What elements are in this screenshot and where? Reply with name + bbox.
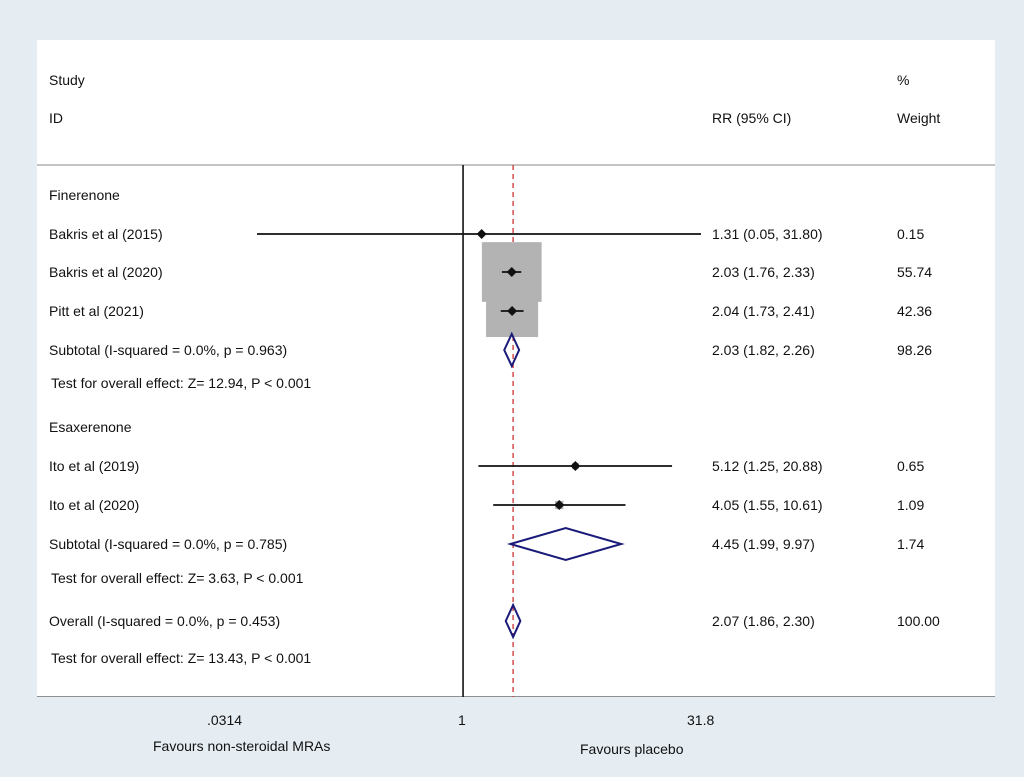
header-id: ID <box>49 110 63 126</box>
test-overall-effect-5: Test for overall effect: Z= 12.94, P < 0… <box>51 375 312 391</box>
test-overall-effect-12: Test for overall effect: Z= 13.43, P < 0… <box>51 650 312 666</box>
forest-plot-panel: Study ID RR (95% CI) % Weight .0314 Fine… <box>37 40 995 697</box>
weight-text-11: 100.00 <box>897 613 940 629</box>
weight-text-3: 42.36 <box>897 303 933 319</box>
x-tick-label-2: 31.8 <box>687 712 715 728</box>
pooled-diamond-11 <box>504 602 522 640</box>
weight-text-7: 0.65 <box>897 458 925 474</box>
weight-text-2: 55.74 <box>897 264 933 280</box>
study-label-3: Pitt et al (2021) <box>49 303 144 319</box>
ci-text-1: 1.31 (0.05, 31.80) <box>712 226 823 242</box>
point-estimate-8 <box>554 500 565 510</box>
x-tick-label-1: 1 <box>458 712 466 728</box>
header-percent: % <box>897 72 910 88</box>
point-estimate-2 <box>506 267 517 277</box>
test-overall-effect-10: Test for overall effect: Z= 3.63, P < 0.… <box>51 570 304 586</box>
study-label-9: Subtotal (I-squared = 0.0%, p = 0.785) <box>49 536 288 552</box>
study-label-8: Ito et al (2020) <box>49 497 140 513</box>
header-rr-ci: RR (95% CI) <box>712 110 792 126</box>
pooled-diamond-4 <box>503 331 521 369</box>
point-estimate-3 <box>507 306 518 316</box>
ci-text-7: 5.12 (1.25, 20.88) <box>712 458 823 474</box>
x-label-left: Favours non-steroidal MRAs <box>153 738 331 754</box>
ci-text-8: 4.05 (1.55, 10.61) <box>712 497 823 513</box>
header-weight: Weight <box>897 110 941 126</box>
ci-text-4: 2.03 (1.82, 2.26) <box>712 342 815 358</box>
header-study: Study <box>49 72 85 88</box>
ci-text-11: 2.07 (1.86, 2.30) <box>712 613 815 629</box>
ci-text-2: 2.03 (1.76, 2.33) <box>712 264 815 280</box>
x-label-right: Favours placebo <box>580 741 684 757</box>
study-label-7: Ito et al (2019) <box>49 458 140 474</box>
forest-plot-svg <box>37 164 995 697</box>
weight-text-8: 1.09 <box>897 497 925 513</box>
study-label-11: Overall (I-squared = 0.0%, p = 0.453) <box>49 613 281 629</box>
weight-text-9: 1.74 <box>897 536 925 552</box>
weight-text-1: 0.15 <box>897 226 925 242</box>
study-label-1: Bakris et al (2015) <box>49 226 163 242</box>
ci-text-9: 4.45 (1.99, 9.97) <box>712 536 815 552</box>
pooled-diamond-9 <box>506 526 625 562</box>
group-label-6: Esaxerenone <box>49 419 132 435</box>
weight-text-4: 98.26 <box>897 342 933 358</box>
study-label-4: Subtotal (I-squared = 0.0%, p = 0.963) <box>49 342 288 358</box>
point-estimate-1 <box>476 229 487 239</box>
point-estimate-7 <box>570 461 581 471</box>
ci-text-3: 2.04 (1.73, 2.41) <box>712 303 815 319</box>
study-label-2: Bakris et al (2020) <box>49 264 163 280</box>
x-tick-label-0: .0314 <box>207 712 243 728</box>
group-label-0: Finerenone <box>49 187 120 203</box>
